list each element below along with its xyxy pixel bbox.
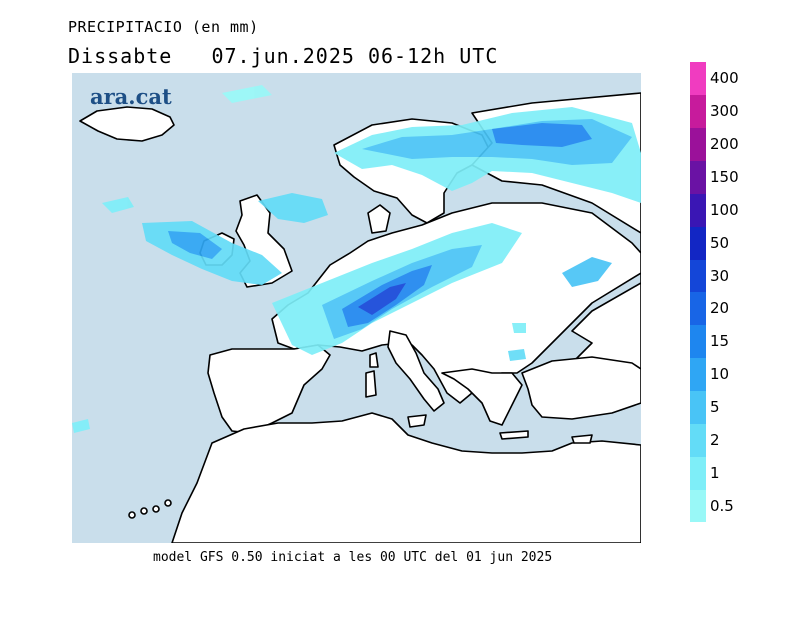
- land-iceland: [79, 106, 175, 142]
- legend-label: 10: [710, 365, 730, 384]
- legend-swatch: [690, 226, 706, 260]
- legend-label: 100: [710, 200, 739, 219]
- land-sicily: [407, 414, 427, 428]
- legend-swatch: [690, 127, 706, 162]
- land-continental-europe: [271, 202, 641, 404]
- land-crete: [499, 430, 529, 440]
- land-iberia: [207, 344, 331, 434]
- land-canary-3: [152, 505, 160, 513]
- legend-label: 2: [710, 430, 720, 449]
- legend-label: 300: [710, 102, 739, 121]
- legend-label: 0.5: [710, 496, 734, 515]
- land-sardinia: [365, 370, 377, 398]
- land-canary-2: [140, 507, 148, 515]
- chart-title: PRECIPITACIO (en mm): [68, 18, 259, 36]
- precip-northsea: [258, 193, 328, 223]
- legend-label: 5: [710, 398, 720, 416]
- precip-atlantic-core: [168, 231, 222, 259]
- legend-swatch: [690, 62, 706, 96]
- precip-turkey-cell: [512, 323, 526, 333]
- legend-swatch: [690, 456, 706, 490]
- legend-label: 15: [710, 332, 730, 351]
- legend-swatch: [690, 94, 706, 129]
- legend-label: 50: [710, 233, 730, 252]
- precip-atlantic-speck-1: [102, 197, 134, 213]
- precip-front-peak: [358, 283, 406, 315]
- logo: ara.cat: [90, 84, 172, 109]
- color-legend: [690, 62, 706, 523]
- legend-swatch: [690, 489, 706, 523]
- legend-swatch: [690, 324, 706, 359]
- chart-subtitle: Dissabte 07.jun.2025 06-12h UTC: [68, 44, 499, 68]
- legend-swatch: [690, 423, 706, 457]
- land-canary-1: [128, 511, 136, 519]
- precipitation-overlay: [72, 85, 641, 433]
- legend-swatch: [690, 357, 706, 392]
- precip-atlantic-speck-2: [72, 419, 90, 433]
- land-italy: [387, 330, 445, 412]
- land-cyprus: [571, 434, 593, 444]
- land-north-africa: [171, 412, 641, 543]
- legend-swatch: [690, 390, 706, 424]
- precip-balkan-cell: [508, 349, 526, 361]
- legend-swatch: [690, 292, 706, 326]
- legend-swatch: [690, 259, 706, 293]
- land-turkey: [521, 356, 641, 420]
- legend-label: 20: [710, 299, 730, 318]
- land-balkans: [441, 368, 523, 426]
- precip-north-core: [492, 123, 592, 147]
- precipitation-map: [72, 73, 641, 543]
- legend-label: 1: [710, 463, 720, 482]
- legend-swatch: [690, 160, 706, 194]
- footer-caption: model GFS 0.50 iniciat a les 00 UTC del …: [153, 550, 553, 565]
- precip-atlantic-speck-3: [222, 85, 272, 103]
- legend-label: 30: [710, 266, 730, 285]
- legend-swatch: [690, 193, 706, 227]
- legend-label: 150: [710, 168, 739, 186]
- land-corsica: [369, 352, 379, 368]
- land-canary-4: [164, 499, 172, 507]
- precip-east-cell: [562, 257, 612, 287]
- legend-label: 200: [710, 135, 739, 154]
- legend-label: 400: [710, 69, 739, 88]
- land-denmark: [367, 204, 391, 234]
